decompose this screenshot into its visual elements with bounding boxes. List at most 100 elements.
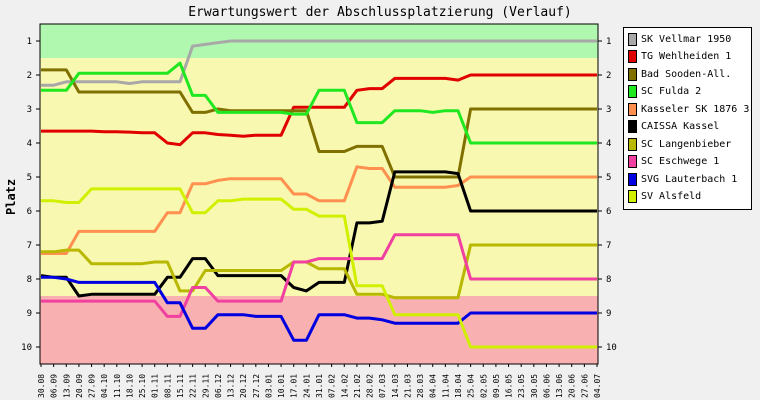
x-tick-label: 13.06 <box>555 374 564 398</box>
legend-item: SC Fulda 2 <box>628 85 701 99</box>
x-tick-label: 11.04 <box>441 374 450 398</box>
y-tick-label-left: 10 <box>21 343 32 353</box>
x-tick-label: 04.04 <box>429 374 438 398</box>
x-tick-label: 20.09 <box>75 374 84 398</box>
x-tick-label: 30.05 <box>530 374 539 398</box>
legend-swatch <box>628 172 637 186</box>
legend-label: SC Eschwege 1 <box>641 156 720 167</box>
y-tick-label-left: 6 <box>27 207 32 217</box>
legend-swatch <box>628 102 637 116</box>
y-tick-label-right: 1 <box>606 37 611 47</box>
y-tick-label-left: 3 <box>27 105 32 115</box>
x-tick-label: 04.10 <box>100 374 109 398</box>
chart-title: Erwartungswert der Abschlussplatzierung … <box>188 5 572 20</box>
x-tick-label: 22.11 <box>189 374 198 398</box>
y-tick-label-right: 7 <box>606 241 611 251</box>
legend-swatch <box>628 50 637 63</box>
x-tick-label: 27.12 <box>252 374 261 398</box>
series-line-3 <box>41 61 597 145</box>
x-tick-label: 03.01 <box>264 374 273 398</box>
x-tick-label: 08.11 <box>163 374 172 398</box>
legend-item: TG Wehlheiden 1 <box>628 50 731 64</box>
x-tick-label: 07.03 <box>378 374 387 398</box>
legend-swatch <box>628 32 637 46</box>
x-tick-label: 09.05 <box>492 374 501 398</box>
legend-label: SC Fulda 2 <box>641 86 702 97</box>
legend-label: Kasseler SK 1876 3 <box>641 103 750 115</box>
series-line-8 <box>41 275 597 342</box>
legend-swatch <box>628 67 637 81</box>
legend-label: SK Vellmar 1950 <box>641 33 732 45</box>
y-tick-label-left: 9 <box>27 309 32 319</box>
legend-swatch <box>628 137 637 151</box>
y-tick-label-left: 4 <box>27 139 32 149</box>
x-tick-label: 04.07 <box>593 374 602 398</box>
x-tick-label: 11.10 <box>113 374 122 398</box>
legend-swatch <box>628 155 637 168</box>
legend-label: SC Langenbieber <box>641 138 732 150</box>
legend-swatch <box>628 120 637 133</box>
x-tick-label: 15.11 <box>176 374 185 398</box>
y-tick-label-left: 7 <box>27 241 32 251</box>
x-tick-label: 20.06 <box>568 374 577 398</box>
legend-label: TG Wehlheiden 1 <box>641 51 732 62</box>
series-line-1 <box>41 73 597 147</box>
x-tick-label: 18.10 <box>125 374 134 398</box>
series-line-6 <box>41 243 597 300</box>
x-tick-label: 14.03 <box>391 374 400 398</box>
x-tick-label: 30.08 <box>37 374 46 398</box>
series-line-2 <box>41 68 597 179</box>
y-tick-label-left: 8 <box>27 275 32 285</box>
x-tick-label: 06.06 <box>542 374 551 398</box>
y-tick-label-right: 5 <box>606 173 611 183</box>
x-tick-label: 31.01 <box>315 374 324 398</box>
y-tick-label-right: 6 <box>606 207 611 217</box>
x-tick-label: 16.05 <box>505 374 514 398</box>
series-line-5 <box>40 170 597 298</box>
x-tick-label: 21.03 <box>403 374 412 398</box>
x-tick-label: 28.02 <box>366 374 375 398</box>
y-tick-label-right: 9 <box>606 309 611 319</box>
legend-label: SVG Lauterbach 1 <box>641 173 738 185</box>
x-tick-label: 18.04 <box>454 374 463 398</box>
x-tick-label: 06.09 <box>50 374 59 398</box>
x-tick-label: 25.10 <box>138 374 147 398</box>
x-tick-label: 13.09 <box>62 374 71 398</box>
y-tick-label-left: 5 <box>27 173 32 183</box>
legend-swatch <box>628 85 637 98</box>
legend-item: SK Vellmar 1950 <box>628 32 731 46</box>
legend-swatch <box>628 190 637 203</box>
x-tick-label: 23.05 <box>517 374 526 398</box>
legend-item: Bad Sooden-All. <box>628 67 731 81</box>
x-tick-label: 24.01 <box>302 374 311 398</box>
band-2 <box>40 296 598 364</box>
y-tick-label-right: 10 <box>606 343 617 353</box>
legend-item: SV Alsfeld <box>628 190 701 204</box>
series-line-4 <box>41 165 597 255</box>
legend-label: CAISSA Kassel <box>641 121 720 132</box>
y-tick-label-right: 4 <box>606 139 611 149</box>
x-tick-label: 10.01 <box>277 374 286 398</box>
legend-label: Bad Sooden-All. <box>641 68 732 80</box>
x-tick-label: 13.12 <box>227 374 236 398</box>
legend: SK Vellmar 1950 TG Wehlheiden 1 Bad Sooden… <box>623 27 752 210</box>
x-tick-label: 21.02 <box>353 374 362 398</box>
x-tick-label: 28.03 <box>416 374 425 398</box>
legend-item: SVG Lauterbach 1 <box>628 172 737 186</box>
series-line-0 <box>41 39 597 87</box>
legend-item: SC Langenbieber <box>628 137 731 151</box>
y-tick-label-right: 2 <box>606 71 611 81</box>
x-tick-label: 17.01 <box>290 374 299 398</box>
x-tick-label: 20.12 <box>239 374 248 398</box>
x-tick-label: 01.11 <box>151 374 160 398</box>
legend-label: SV Alsfeld <box>641 191 702 202</box>
x-tick-label: 29.11 <box>201 374 210 398</box>
series-line-9 <box>41 187 597 349</box>
y-tick-label-right: 3 <box>606 105 611 115</box>
x-tick-label: 02.05 <box>479 374 488 398</box>
legend-item: SC Eschwege 1 <box>628 155 719 169</box>
x-tick-label: 27.06 <box>580 374 589 398</box>
y-tick-label-left: 1 <box>27 37 32 47</box>
